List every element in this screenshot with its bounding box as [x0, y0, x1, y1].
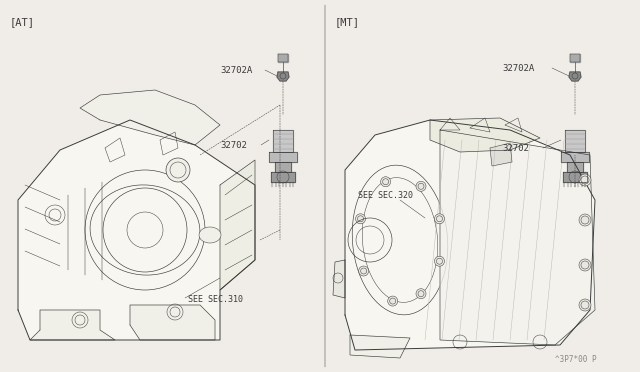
Polygon shape	[277, 72, 289, 81]
Polygon shape	[345, 120, 595, 350]
Text: 32702: 32702	[220, 141, 247, 150]
Polygon shape	[275, 162, 291, 172]
Text: 32702A: 32702A	[502, 64, 534, 73]
Polygon shape	[490, 143, 512, 166]
Text: [MT]: [MT]	[335, 17, 360, 27]
Circle shape	[579, 299, 591, 311]
Circle shape	[579, 214, 591, 226]
Polygon shape	[80, 90, 220, 145]
Circle shape	[388, 296, 397, 306]
Circle shape	[435, 214, 444, 224]
Circle shape	[356, 214, 365, 224]
Text: ^3P7*00 P: ^3P7*00 P	[555, 356, 596, 365]
Polygon shape	[18, 120, 255, 340]
Circle shape	[579, 174, 591, 186]
Polygon shape	[278, 54, 288, 62]
Circle shape	[416, 289, 426, 299]
Polygon shape	[333, 260, 345, 298]
Polygon shape	[273, 130, 293, 152]
Polygon shape	[220, 160, 255, 290]
Text: 32702A: 32702A	[220, 65, 252, 74]
Circle shape	[358, 266, 369, 276]
Polygon shape	[565, 130, 585, 152]
Polygon shape	[570, 54, 580, 62]
Polygon shape	[271, 172, 295, 182]
Polygon shape	[130, 305, 215, 340]
Polygon shape	[30, 310, 115, 340]
Polygon shape	[569, 72, 581, 81]
Text: [AT]: [AT]	[10, 17, 35, 27]
Circle shape	[435, 256, 444, 266]
Circle shape	[381, 177, 390, 187]
Polygon shape	[430, 118, 540, 152]
Text: SEE SEC.310: SEE SEC.310	[188, 295, 243, 305]
Polygon shape	[350, 335, 410, 358]
Polygon shape	[567, 162, 583, 172]
Circle shape	[166, 158, 190, 182]
Text: SEE SEC.320: SEE SEC.320	[358, 190, 413, 199]
Circle shape	[579, 259, 591, 271]
Text: 32702: 32702	[502, 144, 529, 153]
Polygon shape	[561, 152, 589, 162]
Circle shape	[416, 181, 426, 191]
Polygon shape	[440, 130, 595, 345]
Ellipse shape	[199, 227, 221, 243]
Polygon shape	[563, 172, 587, 182]
Polygon shape	[269, 152, 297, 162]
